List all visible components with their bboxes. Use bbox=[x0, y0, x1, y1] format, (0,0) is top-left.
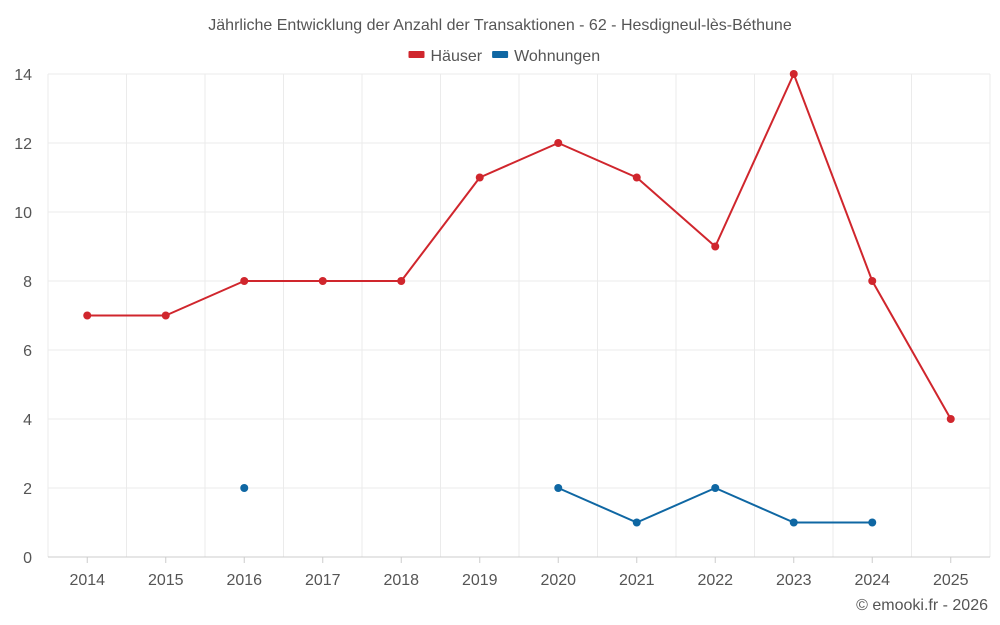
grid bbox=[47, 73, 991, 558]
legend-label: Wohnungen bbox=[514, 48, 600, 65]
chart-title: Jährliche Entwicklung der Anzahl der Tra… bbox=[208, 17, 792, 34]
x-tick-label: 2015 bbox=[148, 572, 184, 589]
series-line bbox=[557, 487, 873, 524]
data-point[interactable] bbox=[632, 173, 641, 182]
legend-label: Häuser bbox=[431, 48, 483, 65]
y-tick-label: 6 bbox=[23, 343, 32, 360]
x-tick-label: 2020 bbox=[540, 572, 576, 589]
y-axis: 0 2 4 6 8 10 12 14 bbox=[14, 67, 32, 567]
y-tick-label: 10 bbox=[14, 205, 32, 222]
data-point[interactable] bbox=[397, 277, 406, 285]
data-point[interactable] bbox=[711, 484, 720, 492]
data-point[interactable] bbox=[554, 139, 563, 147]
legend: Häuser Wohnungen bbox=[408, 48, 600, 65]
x-tick-label: 2018 bbox=[383, 572, 419, 589]
data-point[interactable] bbox=[632, 518, 641, 527]
data-point[interactable] bbox=[240, 277, 249, 285]
series-group bbox=[83, 70, 955, 527]
series-0 bbox=[83, 70, 955, 423]
data-point[interactable] bbox=[554, 484, 563, 492]
y-tick-label: 8 bbox=[23, 274, 32, 291]
x-tick-label: 2021 bbox=[619, 572, 655, 589]
x-tick-label: 2024 bbox=[854, 572, 890, 589]
y-tick-label: 4 bbox=[23, 412, 32, 429]
data-point[interactable] bbox=[318, 277, 327, 285]
series-1 bbox=[240, 484, 877, 527]
y-tick-label: 14 bbox=[14, 67, 32, 84]
x-tick-label: 2019 bbox=[462, 572, 498, 589]
series-line bbox=[87, 73, 952, 420]
data-point[interactable] bbox=[946, 415, 955, 423]
legend-swatch bbox=[492, 51, 509, 58]
legend-item[interactable]: Häuser bbox=[408, 48, 483, 65]
data-point[interactable] bbox=[240, 484, 249, 492]
data-point[interactable] bbox=[868, 518, 877, 527]
y-tick-label: 2 bbox=[23, 481, 32, 498]
x-tick-label: 2022 bbox=[697, 572, 733, 589]
data-point[interactable] bbox=[475, 173, 484, 182]
data-point[interactable] bbox=[83, 311, 92, 320]
data-point[interactable] bbox=[161, 311, 170, 320]
credit-text: © emooki.fr - 2026 bbox=[856, 597, 988, 614]
y-tick-label: 12 bbox=[14, 136, 32, 153]
x-tick-label: 2023 bbox=[776, 572, 812, 589]
data-point[interactable] bbox=[868, 277, 877, 285]
x-tick-label: 2017 bbox=[305, 572, 341, 589]
data-point[interactable] bbox=[789, 518, 798, 527]
legend-swatch bbox=[408, 51, 425, 58]
x-tick-label: 2016 bbox=[226, 572, 262, 589]
data-point[interactable] bbox=[789, 70, 798, 78]
x-tick-label: 2025 bbox=[933, 572, 969, 589]
y-tick-label: 0 bbox=[23, 550, 32, 567]
x-axis: 2014 2015 2016 2017 2018 2019 2020 2021 2022 2023… bbox=[48, 556, 990, 589]
x-tick-label: 2014 bbox=[69, 572, 105, 589]
legend-item[interactable]: Wohnungen bbox=[492, 48, 600, 65]
data-point[interactable] bbox=[711, 242, 720, 251]
